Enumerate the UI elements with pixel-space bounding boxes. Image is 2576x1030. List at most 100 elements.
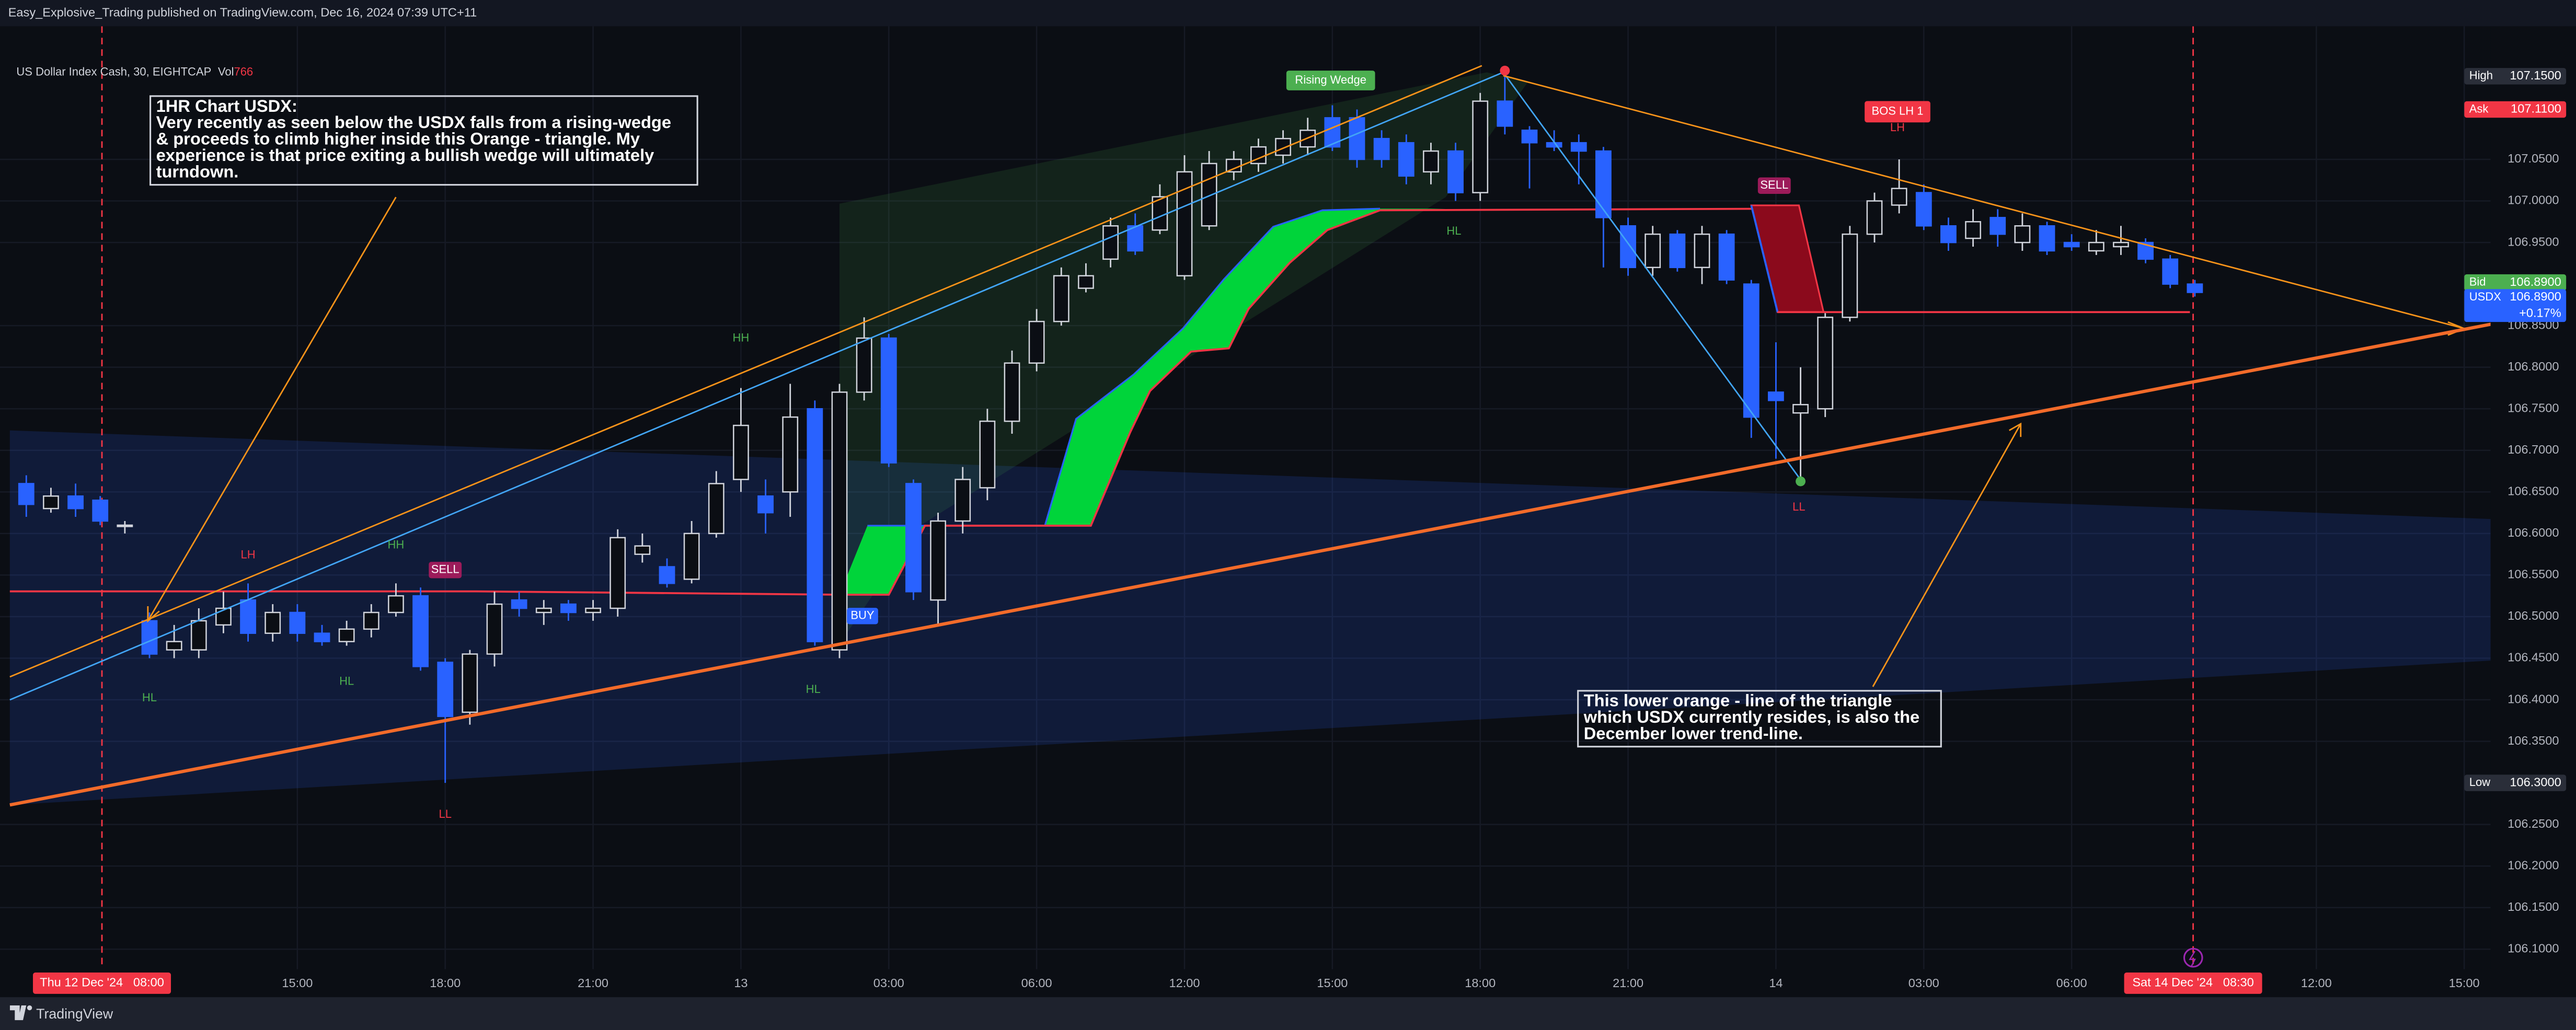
publisher: Easy_Explosive_Trading published on Trad… — [8, 5, 477, 20]
candle-body — [1546, 142, 1562, 148]
price-change: +0.17% — [2519, 306, 2561, 320]
candle-body — [1595, 150, 1612, 218]
price-label-value: 107.1100 — [2511, 102, 2561, 115]
candle-body — [511, 599, 527, 609]
candle-body — [757, 495, 774, 514]
brand: TradingView — [36, 1005, 113, 1022]
x-tick-label: 18:00 — [1465, 976, 1496, 990]
price-label-box — [2464, 289, 2567, 322]
price-label-name: Low — [2469, 776, 2490, 789]
y-tick-label: 106.7000 — [2508, 443, 2559, 456]
candle-body — [1127, 225, 1144, 252]
y-tick-label: 106.8000 — [2508, 360, 2559, 373]
candle-body — [634, 545, 651, 555]
signal-label: LL — [1792, 500, 1805, 513]
y-tick-label: 106.3500 — [2508, 734, 2559, 747]
note-box: 1HR Chart USDX: Very recently as seen be… — [150, 95, 698, 186]
pivot-dot — [1796, 476, 1806, 487]
x-tick-label: 18:00 — [430, 976, 461, 990]
y-tick-label: 107.0500 — [2508, 152, 2559, 165]
candle-body — [1373, 137, 1390, 160]
y-tick-label: 106.2000 — [2508, 858, 2559, 872]
candle-body — [1570, 142, 1587, 152]
y-tick-label: 106.4000 — [2508, 692, 2559, 705]
y-tick-label: 106.2500 — [2508, 817, 2559, 830]
candle-body — [2113, 241, 2129, 248]
candle-body — [683, 533, 700, 580]
candle-body — [486, 603, 503, 655]
price-label-value: 106.8900 — [2510, 290, 2561, 303]
candle-body — [2014, 225, 2031, 244]
candle-body — [2039, 225, 2055, 252]
candle-body — [1768, 391, 1784, 401]
cursor-label: Thu 12 Dec '24 08:00 — [40, 976, 164, 989]
candle-body — [1472, 100, 1489, 193]
x-tick-label: 12:00 — [2301, 976, 2332, 990]
y-tick-label: 106.6500 — [2508, 484, 2559, 498]
y-tick-label: 106.7500 — [2508, 401, 2559, 414]
pointer-arrow — [1872, 423, 2021, 687]
candle-body — [215, 607, 232, 626]
candle-body — [1423, 150, 1439, 173]
candle-body — [462, 653, 478, 713]
zone-edge — [1750, 205, 1779, 313]
triangle-lower — [9, 322, 2494, 807]
note-line: which USDX currently resides, is also th… — [1583, 710, 1920, 728]
x-tick-label: 03:00 — [1908, 976, 1939, 990]
candle-body — [1718, 233, 1735, 281]
candle-body — [1644, 233, 1661, 269]
note-line: December lower trend-line. — [1583, 726, 1803, 745]
footer: TradingView — [0, 997, 2576, 1030]
candle-body — [67, 495, 84, 510]
signal-box — [429, 562, 462, 578]
price-label-value: 106.8900 — [2510, 275, 2561, 288]
candle-body — [1842, 233, 1858, 318]
x-tick-label: 15:00 — [1317, 976, 1348, 990]
candle-body — [585, 607, 601, 614]
candle-body — [18, 483, 34, 505]
note-line: experience is that price exiting a bulli… — [156, 147, 654, 166]
y-tick-label: 106.4500 — [2508, 651, 2559, 664]
candle-body — [880, 337, 897, 464]
candle-body — [1990, 217, 2006, 235]
signal-label: HL — [1446, 224, 1461, 237]
candle-body — [1521, 130, 1538, 144]
price-label-name: Ask — [2469, 102, 2489, 115]
logo — [9, 1005, 32, 1021]
price-label-name: Bid — [2469, 275, 2486, 288]
signal-label: LL — [439, 807, 451, 820]
note-line: Very recently as seen below the USDX fal… — [156, 115, 672, 133]
candle-body — [289, 611, 306, 634]
x-tick-label: 06:00 — [2056, 976, 2087, 990]
candle-body — [1694, 233, 1710, 269]
candle-body — [930, 520, 946, 601]
alert-icon[interactable] — [2183, 947, 2203, 968]
wedge-upper — [9, 65, 1482, 678]
cursor-label-box — [33, 972, 171, 994]
candle-body — [782, 416, 799, 493]
x-tick-label: 12:00 — [1169, 976, 1200, 990]
signal-label: HH — [388, 538, 405, 551]
candle-body — [92, 499, 109, 522]
candle-body — [1201, 163, 1217, 227]
candle-body — [2063, 241, 2080, 248]
candle-body — [1004, 362, 1020, 422]
publish-bar: Easy_Explosive_Trading published on Trad… — [0, 0, 2576, 27]
signal-label: HH — [733, 331, 750, 344]
signal-label: BUY — [850, 609, 875, 622]
candle-body — [1620, 225, 1636, 269]
price-label-box — [2464, 101, 2567, 118]
signal-box — [1286, 71, 1375, 90]
note-line: & proceeds to climb higher inside this O… — [156, 131, 640, 150]
x-tick-label: 06:00 — [1021, 976, 1052, 990]
arrow-head — [147, 606, 160, 623]
price-label-box — [2464, 274, 2567, 291]
background — [0, 26, 2576, 998]
candle-body — [1398, 142, 1414, 177]
candle-body — [2187, 283, 2203, 293]
signal-label: LH — [1890, 121, 1905, 134]
price-label-box — [2464, 68, 2567, 85]
price-axis — [2490, 26, 2576, 998]
candle-body — [166, 641, 182, 651]
candle-body — [1102, 225, 1119, 260]
